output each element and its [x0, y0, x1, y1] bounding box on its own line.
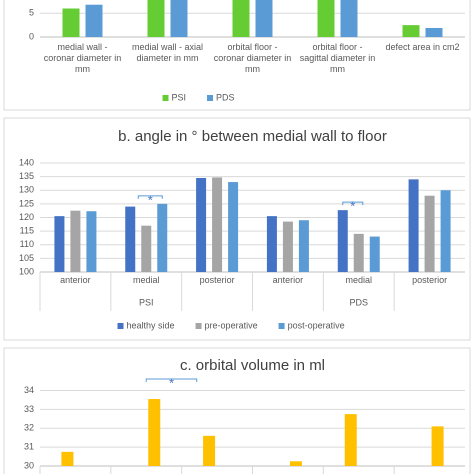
bar	[282, 221, 293, 272]
annotation-bracket	[342, 201, 364, 206]
bar	[424, 195, 435, 272]
legend-label: PDS	[216, 92, 235, 102]
annotation: *	[350, 199, 355, 214]
bar	[125, 206, 136, 272]
y-tick-label: 110	[20, 239, 34, 249]
bar	[289, 461, 302, 466]
bar	[54, 216, 65, 272]
x-tick-label: orbital floor - sagittal diameter in mm	[299, 42, 376, 74]
bar	[86, 211, 97, 272]
y-tick-label: 34	[24, 385, 34, 395]
x-tick-label: anterior	[272, 275, 304, 285]
x-tick-label: anterior	[60, 275, 91, 285]
bar	[298, 220, 309, 272]
bar	[232, 0, 250, 37]
legend-label: healthy side	[127, 320, 175, 330]
y-tick-label: 115	[20, 226, 34, 236]
y-tick-label: 33	[24, 404, 34, 414]
legend-label: PSI	[172, 92, 187, 102]
group-label: PDS	[349, 297, 368, 307]
legend-swatch	[195, 323, 202, 329]
x-tick-label: posterior	[412, 275, 448, 285]
y-tick-label: 5	[29, 8, 34, 18]
bar	[266, 216, 277, 272]
x-tick-label: medial wall - coronar diameter in mm	[43, 42, 122, 74]
bar	[203, 435, 216, 466]
bar	[337, 210, 348, 272]
legend-label: post-operative	[288, 320, 345, 330]
x-tick-label: posterior	[199, 275, 235, 285]
annotation-bracket	[137, 195, 163, 199]
group-label: PSI	[139, 297, 154, 307]
bar	[440, 190, 451, 272]
bar	[340, 0, 358, 37]
bar	[70, 210, 81, 272]
y-tick-label: 125	[19, 198, 34, 208]
x-tick-label: orbital floor - coronar diameter in mm	[213, 42, 292, 74]
y-tick-label: 120	[19, 212, 34, 222]
chart-title: b. angle in ° between medial wall to flo…	[118, 128, 387, 145]
bar	[425, 27, 443, 37]
y-tick-label: 140	[19, 157, 34, 167]
bar	[317, 0, 335, 37]
legend-swatch	[117, 323, 124, 329]
annotation: *	[148, 192, 153, 207]
bar	[228, 182, 239, 272]
bar	[170, 0, 188, 37]
legend-label: pre-operative	[205, 320, 258, 330]
chart-title: c. orbital volume in ml	[180, 357, 325, 374]
bar	[255, 0, 273, 37]
bar	[62, 8, 80, 37]
x-tick-label: medial wall - axial diameter in mm	[131, 42, 204, 63]
bar	[369, 236, 380, 272]
y-tick-label: 30	[24, 460, 34, 470]
panel-frame	[3, 117, 471, 341]
y-tick-label: 100	[19, 266, 34, 276]
bar	[147, 0, 165, 37]
y-tick-label: 130	[19, 185, 34, 195]
bar	[408, 179, 419, 272]
legend-swatch	[278, 323, 285, 329]
bar	[353, 233, 364, 272]
x-tick-label: medial	[132, 275, 160, 285]
bar	[157, 203, 168, 272]
bar	[141, 225, 152, 272]
y-tick-label: 31	[24, 442, 34, 452]
y-tick-label: 135	[19, 171, 34, 181]
legend-swatch	[207, 95, 214, 101]
bar	[85, 4, 103, 37]
y-tick-label: 105	[19, 253, 34, 263]
annotation: *	[169, 375, 174, 390]
bar	[196, 177, 207, 272]
bar	[61, 451, 74, 466]
legend-swatch	[162, 95, 169, 101]
y-tick-label: 0	[29, 31, 34, 41]
x-tick-label: medial	[345, 275, 372, 285]
annotation-bracket	[145, 378, 198, 382]
panel-frame	[3, 347, 471, 474]
bar	[148, 399, 161, 466]
panel-frame	[3, 0, 471, 111]
bar	[402, 25, 420, 37]
bar	[431, 426, 444, 466]
x-tick-label: defect area in cm2	[385, 42, 460, 52]
bar	[212, 177, 223, 272]
y-tick-label: 32	[24, 423, 34, 433]
bar	[344, 414, 357, 466]
